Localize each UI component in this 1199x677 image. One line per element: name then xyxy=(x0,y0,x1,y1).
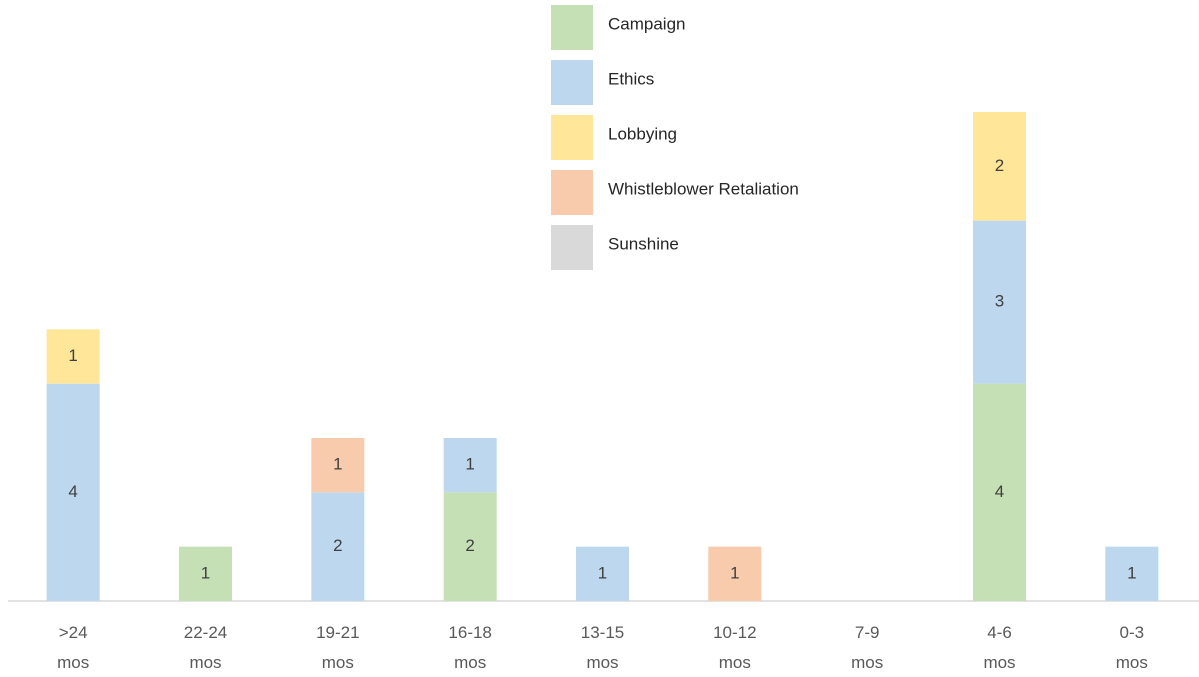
bar-segment xyxy=(973,112,1026,221)
data-label: 2 xyxy=(465,536,474,555)
legend-swatch xyxy=(551,170,593,215)
x-tick-label: 16-18 mos xyxy=(448,623,492,672)
bar-segment xyxy=(46,329,100,384)
data-label: 1 xyxy=(465,455,474,474)
legend-swatch xyxy=(551,115,593,160)
data-label: 1 xyxy=(1127,563,1136,582)
data-label: 4 xyxy=(995,482,1004,501)
bar-segment xyxy=(708,546,762,601)
bar-segment xyxy=(46,383,100,601)
legend-label: Lobbying xyxy=(608,124,677,143)
bar-segment xyxy=(311,492,365,601)
bar-segment xyxy=(1105,546,1159,601)
legend-swatch xyxy=(551,60,593,105)
legend-label: Ethics xyxy=(608,69,654,88)
data-label: 1 xyxy=(730,563,739,582)
legend-swatch xyxy=(551,225,593,270)
bar-segment xyxy=(443,492,497,601)
data-label: 1 xyxy=(598,563,607,582)
data-label: 2 xyxy=(995,156,1004,175)
data-label: 1 xyxy=(333,455,342,474)
legend-swatch xyxy=(551,5,593,50)
data-label: 3 xyxy=(995,292,1004,311)
data-label: 1 xyxy=(201,563,210,582)
legend-label: Sunshine xyxy=(608,234,679,253)
data-label: 4 xyxy=(68,482,77,501)
bar-segment xyxy=(973,220,1026,384)
data-label: 1 xyxy=(68,346,77,365)
bar-segment xyxy=(443,438,497,493)
bar-segment xyxy=(576,546,629,601)
x-tick-label: 7-9 mos xyxy=(851,623,884,672)
x-tick-label: 13-15 mos xyxy=(580,623,625,672)
x-tick-label: 0-3 mos xyxy=(1115,623,1148,672)
x-tick-label: 10-12 mos xyxy=(713,623,757,672)
bar-segment xyxy=(179,546,232,601)
data-label: 2 xyxy=(333,536,342,555)
bar-segment xyxy=(311,438,365,493)
x-tick-label: >24 mos xyxy=(57,623,90,672)
x-tick-label: 22-24 mos xyxy=(183,623,228,672)
x-tick-label: 19-21 mos xyxy=(316,623,360,672)
legend-label: Campaign xyxy=(608,14,686,33)
legend-label: Whistleblower Retaliation xyxy=(608,179,799,198)
bar-segment xyxy=(973,383,1026,601)
x-tick-label: 4-6 mos xyxy=(983,623,1016,672)
